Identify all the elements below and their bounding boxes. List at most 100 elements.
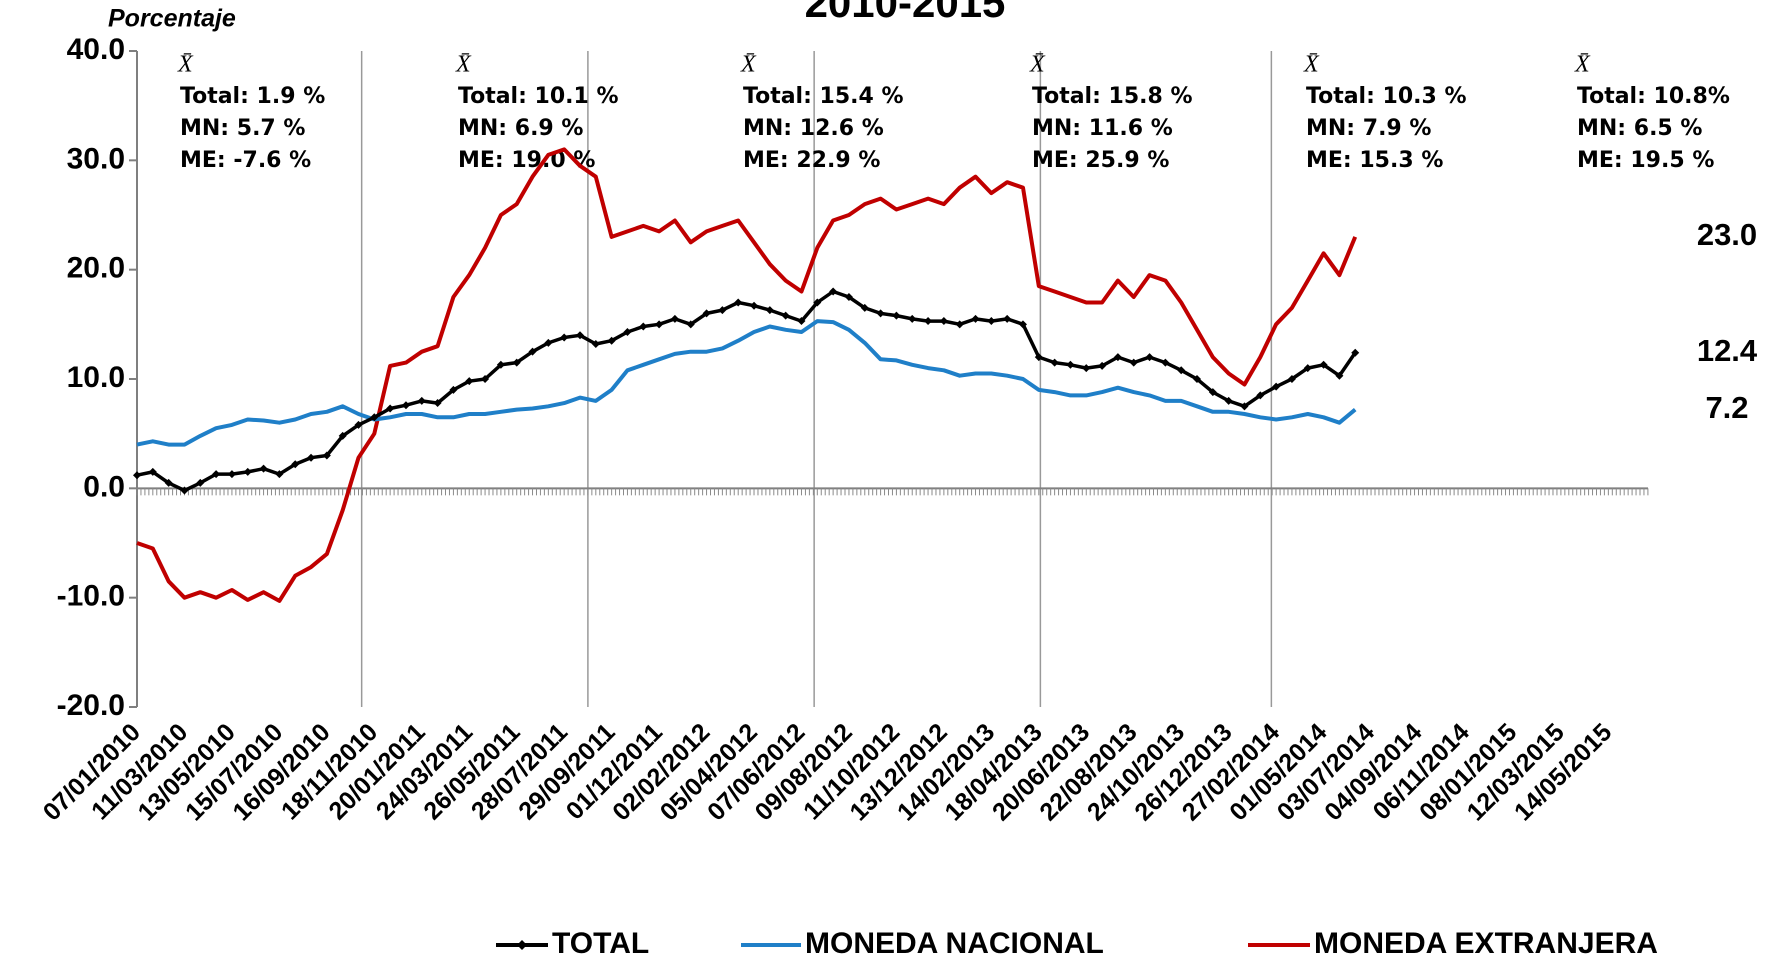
annotation-text: ME: 25.9 % bbox=[1032, 148, 1169, 173]
end-value-label: 7.2 bbox=[1705, 390, 1748, 425]
series-marker bbox=[259, 464, 268, 473]
series-marker bbox=[1003, 314, 1012, 323]
end-value-label: 12.4 bbox=[1697, 333, 1758, 368]
series-marker bbox=[1287, 375, 1296, 383]
series-marker bbox=[750, 301, 759, 310]
annotation-text: ME: 15.3 % bbox=[1306, 148, 1443, 173]
series-marker bbox=[1193, 375, 1202, 383]
series-marker bbox=[844, 293, 853, 301]
series-marker bbox=[1098, 361, 1107, 370]
annotation-text: ME: 19.5 % bbox=[1577, 148, 1714, 173]
series-marker bbox=[575, 331, 584, 340]
series-marker bbox=[1050, 358, 1059, 367]
series-marker bbox=[623, 327, 632, 336]
series-marker bbox=[370, 413, 379, 422]
series-line bbox=[136, 319, 1357, 447]
series-marker bbox=[1303, 364, 1312, 373]
annotation-symbol: X̄ bbox=[1574, 52, 1591, 78]
chart-title: 2010-2015 bbox=[805, 0, 1006, 26]
series-marker bbox=[1256, 391, 1265, 400]
series-marker bbox=[591, 340, 600, 349]
series-line bbox=[136, 289, 1357, 493]
series-marker bbox=[1208, 388, 1217, 397]
series-marker bbox=[465, 377, 474, 386]
series-marker bbox=[860, 303, 869, 312]
series-marker bbox=[924, 317, 933, 326]
series-marker bbox=[1145, 353, 1154, 362]
legend-label: MONEDA NACIONAL bbox=[805, 927, 1104, 960]
series-marker bbox=[243, 467, 252, 476]
annotation-text: Total: 10.1 % bbox=[458, 84, 619, 109]
y-tick-label: 10.0 bbox=[67, 361, 125, 394]
series-marker bbox=[1018, 320, 1027, 329]
series-marker bbox=[322, 451, 331, 460]
series-marker bbox=[433, 399, 442, 408]
y-tick-label: 30.0 bbox=[67, 142, 125, 175]
series-marker bbox=[876, 309, 885, 318]
legend-marker bbox=[517, 940, 527, 950]
series-marker bbox=[560, 333, 569, 342]
annotation-text: Total: 15.4 % bbox=[743, 84, 904, 109]
series-marker bbox=[1240, 402, 1249, 411]
series-marker bbox=[354, 420, 363, 429]
end-value-label: 23.0 bbox=[1697, 217, 1757, 252]
series-marker bbox=[148, 467, 157, 476]
series-marker bbox=[307, 453, 316, 462]
series-marker bbox=[1224, 396, 1233, 405]
series-marker bbox=[607, 336, 616, 345]
series-marker bbox=[1082, 364, 1091, 373]
series-marker bbox=[1113, 353, 1122, 362]
series-marker bbox=[1177, 366, 1186, 375]
annotation-text: MN: 12.6 % bbox=[743, 116, 884, 141]
annotation-text: Total: 15.8 % bbox=[1032, 84, 1193, 109]
series-marker bbox=[401, 401, 410, 410]
series-marker bbox=[291, 460, 300, 469]
series-marker bbox=[496, 360, 505, 369]
series-marker bbox=[1034, 353, 1043, 362]
y-tick-label: 40.0 bbox=[67, 33, 125, 66]
series-marker bbox=[1129, 358, 1138, 367]
y-axis-label: Porcentaje bbox=[108, 5, 236, 33]
series-marker bbox=[655, 320, 664, 329]
series-marker bbox=[813, 298, 822, 307]
series-marker bbox=[734, 298, 743, 307]
annotation-text: Total: 10.8% bbox=[1577, 84, 1730, 109]
series-marker bbox=[987, 317, 996, 326]
series-marker bbox=[528, 347, 537, 356]
annotation-text: MN: 11.6 % bbox=[1032, 116, 1173, 141]
series-marker bbox=[449, 385, 458, 394]
series-marker bbox=[829, 287, 838, 296]
series-line bbox=[136, 147, 1358, 603]
series-marker bbox=[1335, 371, 1344, 380]
annotation-symbol: X̄ bbox=[740, 52, 757, 78]
series-marker bbox=[481, 375, 490, 383]
series-marker bbox=[908, 314, 917, 323]
series-marker bbox=[212, 470, 221, 479]
annotation-text: MN: 7.9 % bbox=[1306, 116, 1431, 141]
series-marker bbox=[955, 320, 964, 329]
series-marker bbox=[718, 306, 727, 315]
series-marker bbox=[639, 322, 648, 331]
series-marker bbox=[1351, 348, 1360, 357]
series-marker bbox=[180, 486, 189, 495]
series-marker bbox=[164, 478, 173, 487]
series-marker bbox=[1066, 360, 1075, 369]
series-marker bbox=[670, 314, 679, 323]
series-marker bbox=[386, 404, 395, 413]
series-marker bbox=[1319, 360, 1328, 369]
annotation-symbol: X̄ bbox=[1303, 52, 1320, 78]
series-marker bbox=[971, 314, 980, 323]
annotation-text: MN: 5.7 % bbox=[180, 116, 305, 141]
y-tick-label: 0.0 bbox=[83, 470, 125, 503]
y-tick-label: 20.0 bbox=[67, 252, 125, 285]
annotation-text: Total: 1.9 % bbox=[180, 84, 325, 109]
series-marker bbox=[544, 338, 553, 347]
series-marker bbox=[275, 470, 284, 479]
annotation-text: MN: 6.9 % bbox=[458, 116, 583, 141]
series-marker bbox=[765, 306, 774, 315]
series-marker bbox=[133, 471, 141, 480]
annotation-text: ME: -7.6 % bbox=[180, 148, 311, 173]
series-marker bbox=[939, 317, 948, 326]
series-marker bbox=[686, 320, 695, 329]
